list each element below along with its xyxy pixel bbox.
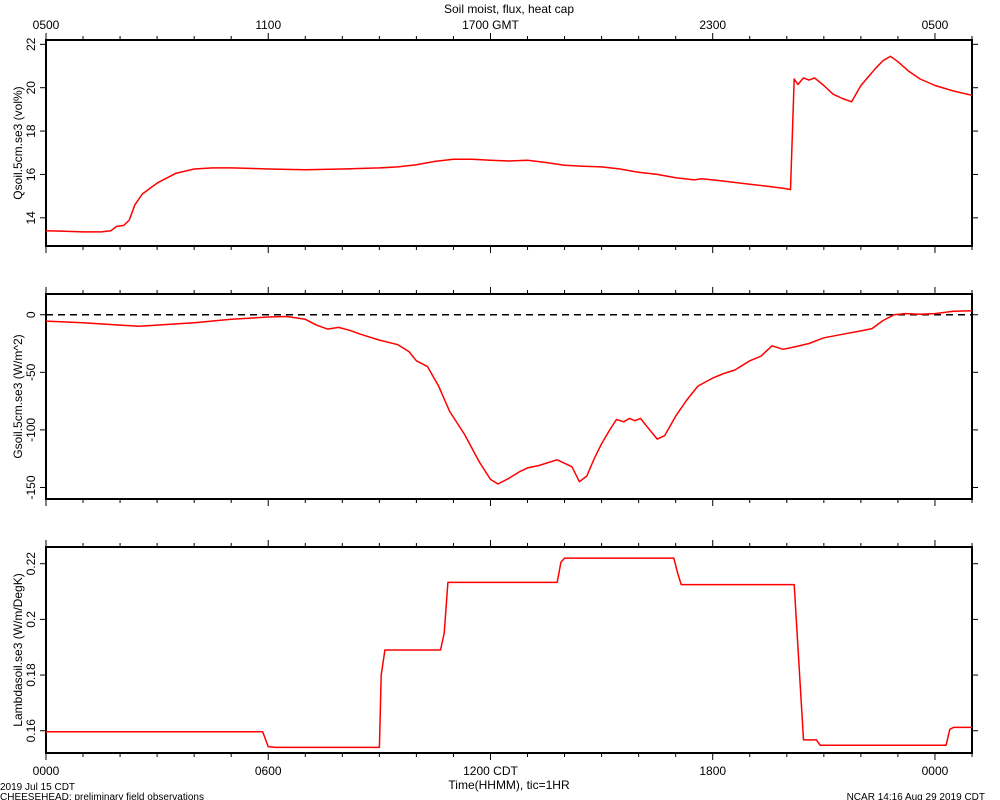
top-x-tick-label: 0500 <box>33 18 60 32</box>
x-axis-title: Time(HHMM), tic=1HR <box>448 778 570 792</box>
y-axis-title: Gsoil.5cm.se3 (W/m^2) <box>11 334 25 458</box>
y-tick-label: 16 <box>24 167 38 181</box>
y-axis-title: Qsoil.5cm.se3 (vol%) <box>11 86 25 199</box>
x-tick-label: 0600 <box>255 764 282 778</box>
series-line <box>45 309 973 485</box>
plot-frame <box>45 546 973 754</box>
y-tick-label: 0.22 <box>24 552 38 576</box>
y-tick-label: -50 <box>24 363 38 381</box>
plot-frame <box>45 39 973 247</box>
chart-title: Soil moist, flux, heat cap <box>444 2 574 16</box>
footer-credit: NCAR 14:16 Aug 29 2019 CDT <box>847 792 985 800</box>
panel-2: 0 -50 -100 -150 Gsoil.5cm.se3 (W/m^2) <box>11 287 978 506</box>
y-axis-title: Lambdasoil.se3 (W/m/DegK) <box>11 573 25 726</box>
y-tick-label: 14 <box>24 211 38 225</box>
top-x-tick-label: 1100 <box>255 18 281 32</box>
plot-frame <box>45 293 973 500</box>
x-tick-label: 0000 <box>33 764 60 778</box>
y-tick-label: 0.18 <box>24 663 38 687</box>
top-x-tick-label: 0500 <box>922 18 949 32</box>
y-tick-label: 18 <box>24 124 38 138</box>
top-x-tick-label: 1700 GMT <box>462 18 519 32</box>
y-tick-label: 0.16 <box>24 719 38 743</box>
x-tick-label: 1200 CDT <box>463 764 518 778</box>
series-line <box>45 55 973 233</box>
footer-note: CHEESEHEAD: preliminary field observatio… <box>0 792 204 800</box>
x-tick-label: 1800 <box>699 764 726 778</box>
footer-date: 2019 Jul 15 CDT <box>0 782 75 793</box>
y-tick-label: 0 <box>24 311 38 318</box>
panel-1: 14 16 18 20 22 Qsoil.5cm.se3 (vol%) 0500 1100 17… <box>11 2 978 253</box>
x-tick-label: 0000 <box>922 764 949 778</box>
top-x-tick-label: 2300 <box>699 18 726 32</box>
y-tick-label: -100 <box>24 418 38 442</box>
y-tick-label: -150 <box>24 475 38 499</box>
y-tick-label: 22 <box>24 37 38 51</box>
y-tick-label: 20 <box>24 81 38 95</box>
y-tick-label: 0.2 <box>24 611 38 628</box>
series-line <box>46 557 972 749</box>
